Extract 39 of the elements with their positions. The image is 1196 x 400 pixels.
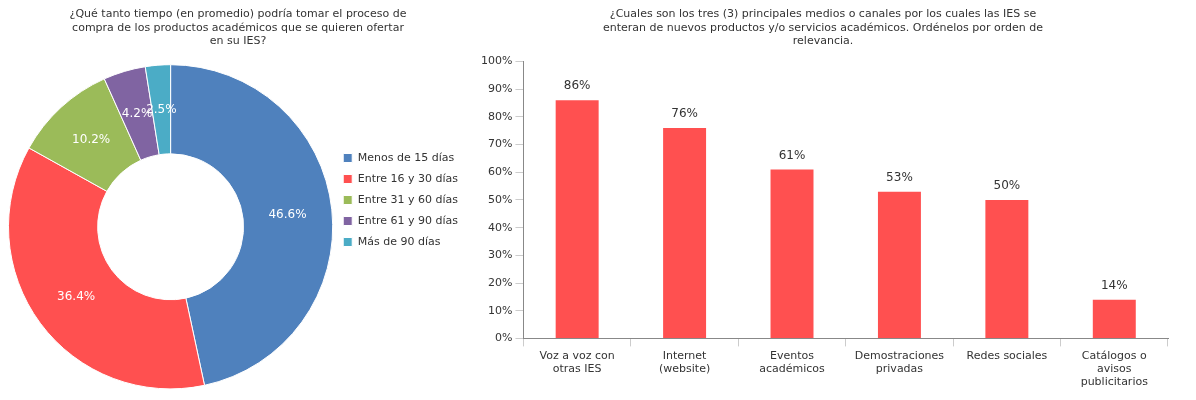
bar bbox=[985, 200, 1029, 338]
bar bbox=[877, 191, 921, 338]
legend-label: Entre 61 y 90 días bbox=[357, 213, 459, 227]
data-label: 86% bbox=[563, 78, 591, 93]
legend-label: Entre 16 y 30 días bbox=[357, 171, 459, 185]
y-tick-label: 80% bbox=[487, 109, 513, 123]
y-tick-label: 50% bbox=[487, 192, 513, 206]
y-tick-label: 30% bbox=[487, 248, 513, 262]
y-tick-label: 20% bbox=[487, 275, 513, 289]
y-tick-label: 40% bbox=[487, 220, 513, 234]
bar bbox=[1092, 299, 1136, 338]
y-tick-label: 100% bbox=[480, 54, 513, 68]
bar bbox=[663, 128, 707, 338]
data-label: 46.6% bbox=[268, 206, 307, 221]
bar bbox=[555, 100, 599, 338]
data-label: 50% bbox=[993, 178, 1021, 193]
legend-label: Más de 90 días bbox=[357, 234, 441, 248]
bar bbox=[770, 169, 814, 338]
x-tick-label: Demostraciones privadas bbox=[854, 348, 945, 376]
data-label: 61% bbox=[778, 147, 806, 162]
data-label: 53% bbox=[886, 169, 913, 184]
y-tick-label: 10% bbox=[487, 303, 513, 317]
x-tick-label: Voz a voz con otras IES bbox=[539, 348, 615, 376]
x-tick-label: Internet (website) bbox=[658, 348, 711, 376]
data-label: 76% bbox=[671, 106, 698, 121]
data-label: 36.4% bbox=[57, 288, 96, 303]
y-tick-label: 0% bbox=[494, 331, 513, 345]
legend-label: Entre 31 y 60 días bbox=[357, 192, 459, 206]
x-tick-label: Eventos académicos bbox=[759, 348, 826, 376]
x-tick-label: Redes sociales bbox=[966, 348, 1048, 362]
y-tick-label: 70% bbox=[487, 137, 513, 151]
legend-label: Menos de 15 días bbox=[357, 150, 455, 164]
data-label: 10.2% bbox=[72, 132, 111, 147]
y-tick-label: 60% bbox=[487, 165, 513, 179]
data-label: 14% bbox=[1100, 277, 1128, 292]
y-tick-label: 90% bbox=[487, 82, 513, 96]
x-tick-label: Catálogos o avisos publicitarios bbox=[1080, 348, 1149, 389]
chart-title: ¿Cuales son los tres (3) principales medios o canales por los cuales las IES se enteran de nuevos productos y/o servicios académicos. Ordénelos por orden de relevancia. bbox=[602, 7, 1044, 47]
chart-title: ¿Qué tanto tiempo (en promedio) podría tomar el proceso de compra de los productos académicos que se quieren ofertar en su IES? bbox=[69, 7, 407, 47]
